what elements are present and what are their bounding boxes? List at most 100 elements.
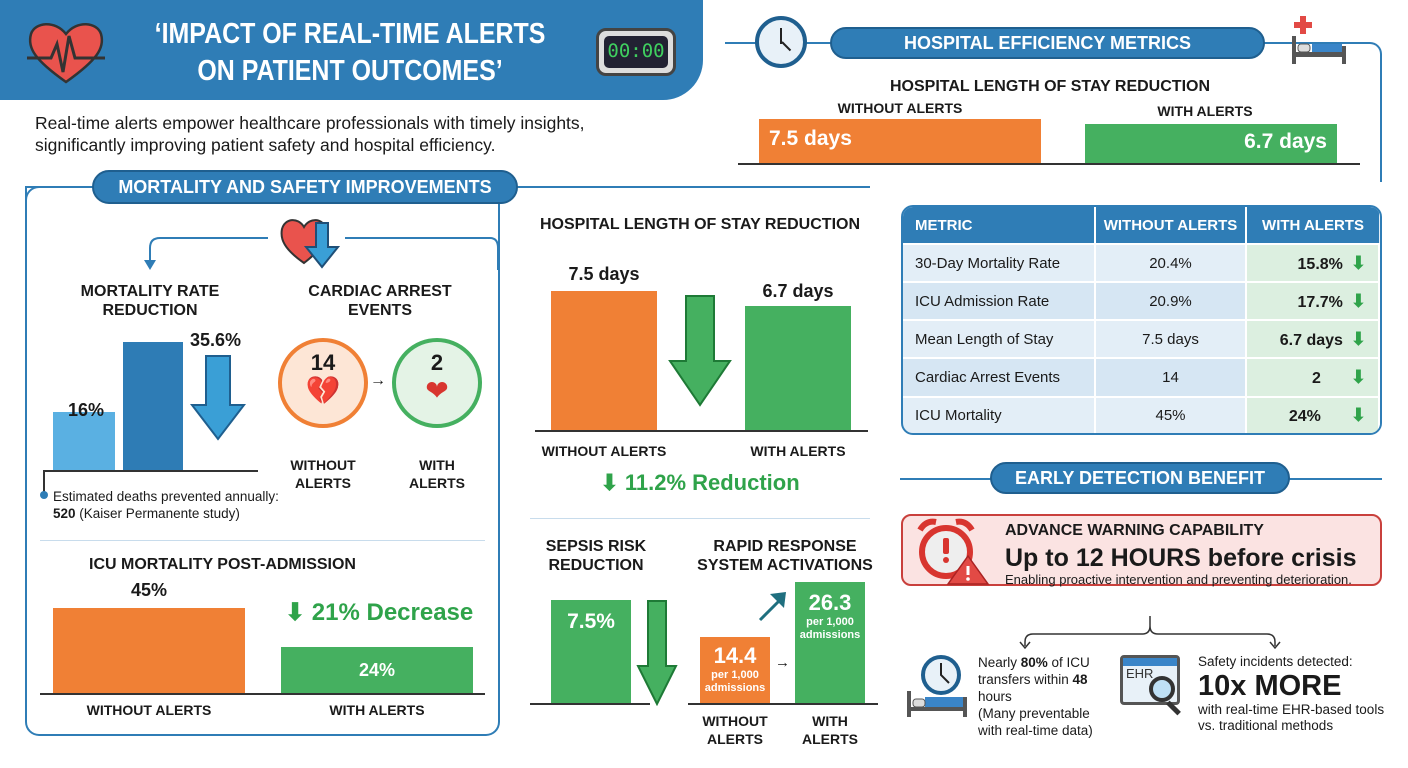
down-arrow-icon [190, 355, 246, 441]
trend-up-arrow-icon [758, 592, 786, 622]
bar-label-35-6: 35.6% [190, 330, 242, 350]
page-title: ‘IMPACT OF REAL-TIME ALERTS ON PATIENT OU… [110, 16, 590, 90]
hbar-label-without: 7.5 days [769, 127, 852, 150]
label-line: ALERTS [802, 731, 858, 747]
bar-label-45: 45% [130, 580, 168, 600]
label-line: ALERTS [707, 731, 763, 747]
chart-baseline [530, 703, 650, 705]
table-row: ICU Mortality 45% 24% ⬇ [903, 395, 1380, 433]
x-label-with: WITH ALERTS [750, 443, 846, 459]
bar-label-sepsis: 7.5% [567, 610, 615, 634]
chart-baseline [45, 470, 258, 472]
cardiac-with-value: 2 [430, 350, 444, 375]
rapid-response-title: RAPID RESPONSE SYSTEM ACTIVATIONS [678, 537, 892, 575]
arrow-right-icon: → [370, 372, 386, 389]
note-bullet [40, 491, 48, 499]
bar-mortality-without [123, 341, 183, 470]
bar-rapid-with: 26.3 per 1,000 admissions [795, 582, 865, 703]
subtitle: Real-time alerts empower healthcare prof… [35, 112, 715, 156]
ehr-search-icon: EHR [1120, 655, 1181, 716]
heartbeat-heart-icon [27, 23, 105, 84]
cell-value: 6.7 days [1279, 331, 1343, 349]
text: Nearly [978, 655, 1021, 670]
mortality-chart-title: MORTALITY RATE REDUCTION [80, 283, 220, 319]
hbar-los-without: 7.5 days [759, 119, 1041, 163]
unit-line: per 1,000 [711, 668, 759, 681]
label-line: WITH [812, 713, 848, 729]
icu-transfers-stat: Nearly 80% of ICU transfers within 48 ho… [978, 654, 1113, 739]
down-arrow-icon: ⬇ [1350, 252, 1366, 273]
cardiac-with-circle: 2 ❤ [392, 338, 482, 428]
down-arrow-icon [636, 600, 678, 706]
cell-with: 24% ⬇ [1246, 395, 1380, 433]
icu-decrease-text: 21% Decrease [311, 599, 474, 626]
bar-sepsis: 7.5% [551, 600, 631, 703]
section-line [1360, 42, 1382, 182]
cell-with: 17.7% ⬇ [1246, 281, 1380, 321]
cell: 20.9% [1095, 281, 1247, 321]
cell-value: 24% [1288, 407, 1321, 425]
early-detection-title: EARLY DETECTION BENEFIT [990, 462, 1290, 494]
bar-label-24: 24% [358, 659, 396, 680]
sepsis-title-2: REDUCTION [548, 557, 644, 574]
label-line: WITHOUT [290, 457, 356, 473]
bar-label-7-5: 7.5 days [568, 264, 640, 284]
hbar-los-with: 6.7 days [1085, 124, 1337, 163]
mortality-section-title: MORTALITY AND SAFETY IMPROVEMENTS [92, 170, 518, 204]
table-header-row: METRIC WITHOUT ALERTS WITH ALERTS [903, 207, 1379, 244]
box-subtext: Enabling proactive intervention and prev… [1005, 572, 1352, 587]
cell-value: 2 [1312, 369, 1321, 387]
col-with: WITH ALERTS [1246, 207, 1379, 244]
down-arrow-icon: ⬇ [1350, 328, 1366, 349]
cell-value: 17.7% [1297, 293, 1343, 311]
table-row: Cardiac Arrest Events 14 2 ⬇ [903, 357, 1380, 397]
bed-clock-icon [907, 655, 967, 717]
col-metric: METRIC [903, 207, 1096, 244]
bar-los-without [551, 291, 657, 430]
bar-label-16: 16% [68, 400, 105, 420]
cell: 45% [1095, 395, 1247, 433]
chart-baseline [535, 430, 868, 432]
cell: 30-Day Mortality Rate [903, 242, 1096, 283]
col-without: WITHOUT ALERTS [1095, 207, 1247, 244]
cell: Mean Length of Stay [903, 319, 1096, 359]
bar-los-with [745, 306, 851, 430]
down-arrow-icon: ⬇ [1350, 290, 1366, 311]
rapid-response-chart: 14.4 per 1,000 admissions 26.3 per 1,000… [700, 573, 865, 703]
hbar-label-with: 6.7 days [1244, 130, 1327, 153]
label-without: WITHOUT ALERTS [837, 100, 963, 116]
divider [40, 540, 485, 541]
down-arrow-icon: ⬇ [1350, 404, 1366, 425]
x-label-with: WITH ALERTS [790, 712, 870, 748]
bar-rapid-without: 14.4 per 1,000 admissions [700, 636, 770, 703]
cardiac-without-circle: 14 💔 [278, 338, 368, 428]
down-arrow-icon: ⬇ [1350, 366, 1366, 387]
cardiac-title-2: EVENTS [347, 302, 412, 319]
cell: ICU Mortality [903, 395, 1096, 433]
x-label-without: WITHOUT ALERTS [86, 702, 212, 718]
unit-line: admissions [704, 681, 766, 694]
cell: ICU Admission Rate [903, 281, 1096, 321]
title-line-1: ‘IMPACT OF REAL-TIME ALERTS [154, 18, 546, 50]
sepsis-title: SEPSIS RISK REDUCTION [530, 537, 662, 575]
cardiac-arrest-title: CARDIAC ARREST EVENTS [290, 282, 470, 320]
subtitle-line-1: Real-time alerts empower healthcare prof… [35, 113, 585, 133]
icu-mortality-title: ICU MORTALITY POST-ADMISSION [89, 556, 356, 573]
rapid-title-2: SYSTEM ACTIVATIONS [697, 557, 873, 574]
table-row: ICU Admission Rate 20.9% 17.7% ⬇ [903, 281, 1380, 321]
table-row: Mean Length of Stay 7.5 days 6.7 days ⬇ [903, 319, 1380, 359]
heart-organ-icon: ❤ [425, 375, 449, 406]
bar-icu-without [53, 607, 245, 693]
bar-icu-with: 24% [281, 647, 473, 693]
cell-with: 2 ⬇ [1246, 357, 1380, 397]
heart-down-arrow-icon [280, 219, 341, 269]
x-label-without: WITHOUT ALERTS [541, 443, 667, 459]
bar-label-26-3: 26.3 [808, 590, 852, 616]
clock-icon [755, 16, 807, 68]
note-value: 520 [53, 506, 76, 521]
cell: Cardiac Arrest Events [903, 357, 1096, 397]
arrow-right-icon: → [775, 654, 790, 671]
note-connector [43, 470, 45, 494]
icu-note: (Many preventable with real-time data) [978, 706, 1093, 738]
unit-line: per 1,000 [806, 616, 854, 629]
